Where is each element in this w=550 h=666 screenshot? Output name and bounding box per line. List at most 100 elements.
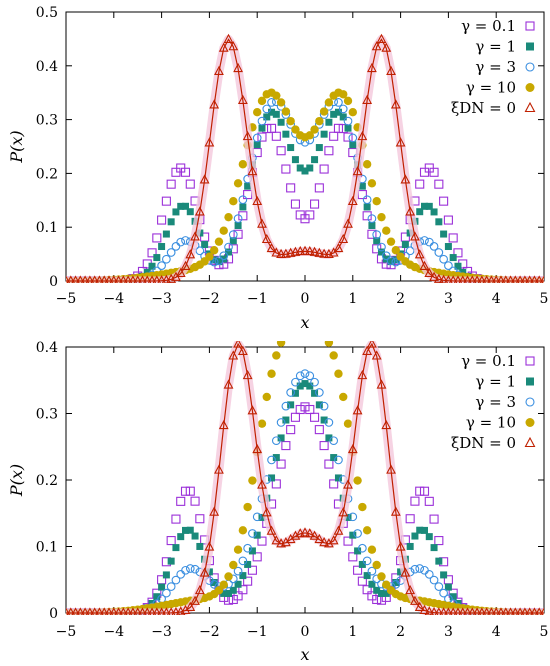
data-point: [238, 556, 248, 566]
data-point: [209, 257, 219, 267]
data-point: [243, 502, 252, 512]
data-point: [382, 589, 390, 597]
data-point: [176, 496, 186, 506]
data-point: [147, 248, 157, 258]
data-point: [204, 541, 215, 551]
data-point: [124, 275, 133, 283]
data-point: [119, 607, 128, 615]
data-point: [386, 65, 396, 76]
data-point: [333, 525, 344, 535]
data-point: [453, 607, 463, 615]
x-tick-label: 5: [540, 624, 549, 640]
data-point: [352, 165, 363, 176]
data-point: [496, 607, 506, 615]
x-axis-label: x: [300, 645, 309, 664]
data-point: [330, 454, 338, 462]
data-point: [306, 164, 314, 172]
data-point: [420, 236, 429, 245]
data-point: [382, 580, 391, 589]
data-point: [291, 377, 300, 387]
data-point: [158, 583, 166, 591]
legend-marker: [525, 356, 535, 366]
data-point: [373, 237, 381, 245]
data-point: [152, 275, 161, 283]
data-point: [209, 246, 219, 255]
data-point: [210, 256, 218, 264]
data-point: [434, 248, 444, 257]
data-point: [372, 197, 381, 206]
data-point: [381, 419, 392, 430]
data-point: [443, 215, 453, 225]
data-point: [157, 261, 166, 270]
data-point: [305, 210, 315, 220]
data-point: [429, 514, 439, 524]
data-point: [530, 607, 539, 615]
data-point: [257, 116, 267, 126]
data-point: [320, 416, 328, 424]
data-point: [349, 141, 357, 149]
data-point: [267, 455, 276, 465]
data-point: [181, 236, 190, 245]
legend-label: ξDN = 0: [451, 99, 516, 117]
data-point: [248, 476, 257, 485]
data-point: [214, 464, 224, 474]
data-point: [339, 90, 348, 99]
data-point: [416, 208, 424, 216]
data-point: [291, 156, 299, 164]
data-point: [268, 108, 276, 116]
data-point: [219, 580, 228, 589]
data-point: [281, 401, 291, 411]
data-point: [138, 275, 147, 283]
data-point: [180, 167, 191, 177]
data-point: [224, 212, 233, 222]
data-point: [314, 533, 325, 544]
data-point: [143, 275, 152, 283]
data-point: [271, 131, 281, 141]
data-point: [310, 412, 320, 422]
data-point: [239, 203, 247, 211]
data-point: [429, 167, 439, 177]
data-point: [314, 183, 324, 193]
legend-marker: [525, 21, 535, 31]
data-point: [157, 607, 166, 615]
data-point: [215, 258, 223, 266]
data-point: [243, 543, 252, 553]
x-tick-label: 4: [492, 291, 501, 307]
data-point: [300, 402, 310, 412]
data-point: [373, 586, 381, 594]
data-point: [66, 275, 75, 283]
data-point: [247, 565, 257, 575]
data-point: [348, 133, 358, 143]
data-point: [224, 572, 233, 581]
x-tick-label: −4: [103, 624, 124, 640]
data-point: [228, 350, 239, 360]
data-point: [419, 260, 430, 271]
data-point: [339, 392, 348, 402]
data-point: [323, 538, 334, 548]
data-point: [362, 526, 372, 535]
data-point: [344, 513, 352, 521]
data-point: [372, 560, 381, 570]
data-point: [535, 607, 544, 615]
data-point: [449, 607, 458, 615]
data-point: [295, 245, 306, 256]
data-point: [281, 164, 291, 174]
data-point: [161, 196, 171, 206]
x-tick-label: 2: [396, 291, 405, 307]
x-tick-label: 1: [348, 624, 357, 640]
data-point: [282, 416, 290, 424]
data-point: [238, 160, 248, 169]
data-point: [454, 262, 462, 270]
data-point: [290, 199, 300, 209]
data-point: [439, 588, 448, 598]
data-point: [76, 607, 85, 615]
data-point: [223, 379, 234, 389]
data-point: [204, 137, 215, 147]
data-point: [435, 218, 443, 226]
data-point: [180, 260, 191, 271]
data-point: [266, 123, 277, 133]
data-point: [390, 506, 401, 516]
x-tick-label: 4: [492, 624, 501, 640]
data-point: [214, 256, 224, 266]
data-point: [348, 107, 357, 117]
